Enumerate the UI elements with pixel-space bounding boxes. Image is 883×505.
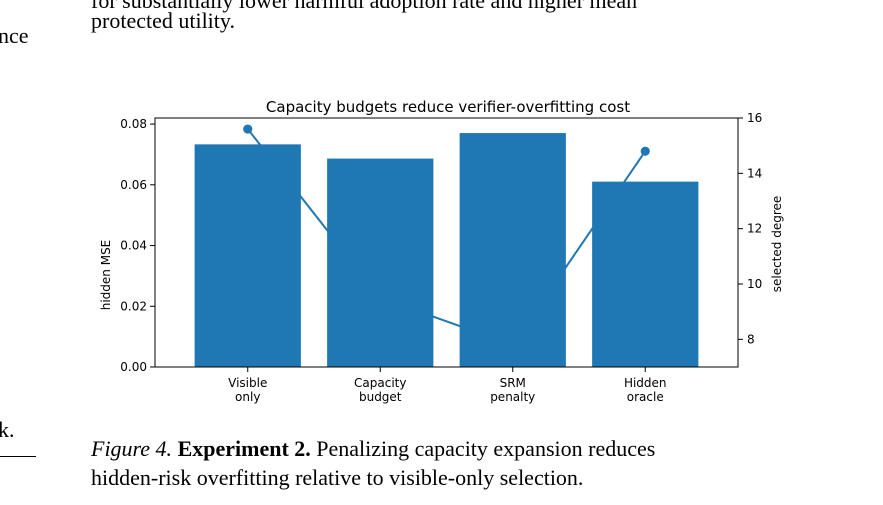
y2-tick-label: 8 [747,332,755,346]
x-tick-label: only [235,390,260,404]
y-axis-label: hidden MSE [99,240,113,311]
series-point-top [640,146,650,156]
bar-overlay [194,144,301,367]
y-tick-label: 0.04 [120,239,147,253]
y2-tick-label: 14 [747,166,762,180]
bar-overlay [592,181,699,367]
series-line [246,128,647,347]
caption-body-line-1: Penalizing capacity expansion reduces [316,436,656,461]
y-tick-label: 0.08 [120,117,147,131]
x-tick-label: Capacity [354,376,406,390]
body-text-line: protected utility. [91,8,235,33]
bar-overlay [459,133,566,367]
axes-layer: 0.00 0.02 0.04 0.06 0.08 8 10 12 14 16 Visibleonly… [120,111,762,404]
x-tick-label: Hidden [624,376,667,390]
plot-frame [154,117,739,368]
chart-title: Capacity budgets reduce verifier-overfit… [266,98,630,116]
series-point-top [375,293,385,303]
y-tick-label: 0.00 [120,360,147,374]
y-tick-label: 0.02 [120,299,147,313]
x-tick-label: Visible [228,376,267,390]
x-tick-label: penalty [490,390,535,404]
line-layer [194,124,699,367]
clipped-body-text-line: for substantially lower harmful adoption… [91,0,638,13]
y2-tick-label: 10 [747,277,762,291]
y2-tick-label: 16 [747,111,762,125]
y2-tick-label: 12 [747,222,762,236]
x-tick-label: SRM [500,376,526,390]
figure-chart: Capacity budgets reduce verifier-overfit… [99,98,784,404]
caption-body-line-2: hidden-risk overfitting relative to visi… [91,465,584,490]
y2-axis-label: selected degree [770,196,784,293]
left-column-fragment: k. [0,417,15,442]
figure-caption: Figure 4. Experiment 2. Penalizing capac… [91,434,871,492]
caption-title: Experiment 2. [177,436,311,461]
y-tick-label: 0.06 [120,178,147,192]
series-point-top [243,124,253,134]
left-column-fragment: nce [0,23,29,48]
caption-label: Figure 4. [91,436,173,461]
x-tick-label: budget [359,390,402,404]
x-tick-label: oracle [627,390,664,404]
series-point-top [508,340,518,350]
bar-overlay [327,158,434,367]
footnote-rule [0,456,36,457]
